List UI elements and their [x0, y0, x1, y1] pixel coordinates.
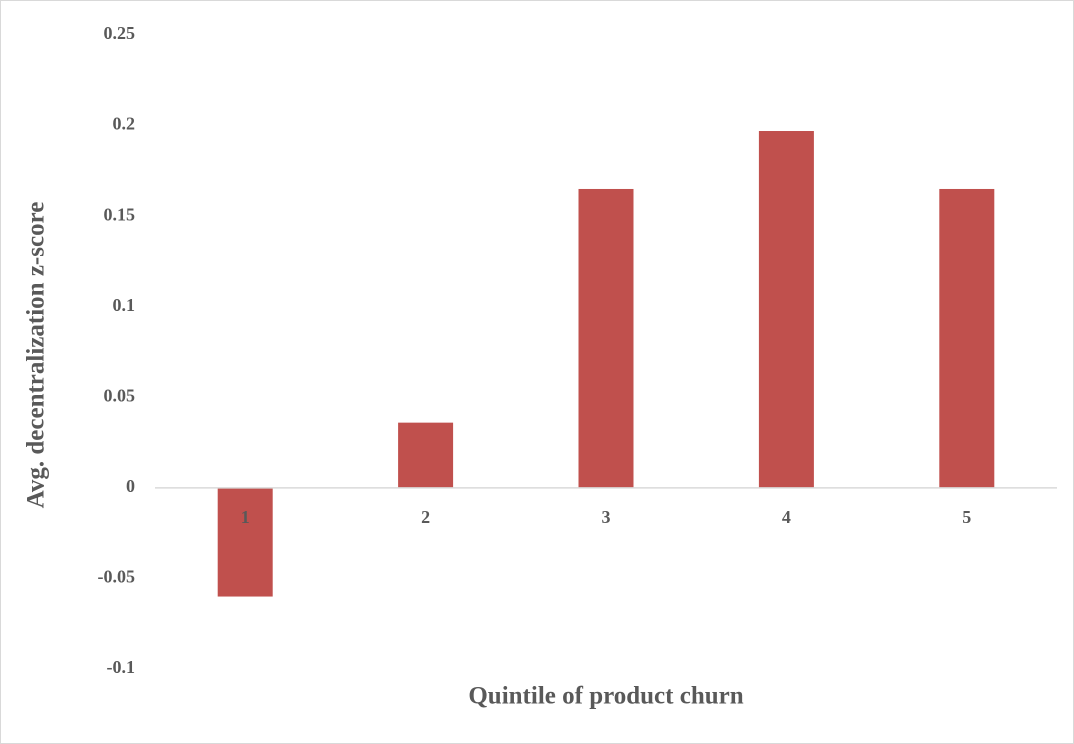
x-tick-label: 4	[782, 507, 791, 527]
x-tick-label: 1	[241, 507, 250, 527]
y-tick-label: 0.2	[113, 114, 136, 134]
y-tick-label: -0.1	[107, 657, 136, 677]
y-tick-label: 0	[126, 476, 135, 496]
y-tick-label: -0.05	[98, 567, 136, 587]
y-tick-label: 0.25	[104, 23, 136, 43]
bar	[758, 131, 814, 488]
bar	[578, 188, 634, 488]
x-tick-label: 5	[962, 507, 971, 527]
x-tick-label: 2	[421, 507, 430, 527]
x-axis-title: Quintile of product churn	[468, 683, 743, 710]
y-tick-label: 0.05	[104, 385, 136, 405]
y-tick-label: 0.15	[104, 204, 136, 224]
bar	[217, 487, 273, 597]
x-tick-label: 3	[602, 507, 611, 527]
y-tick-label: 0.1	[113, 295, 136, 315]
bar	[398, 422, 454, 488]
bar	[939, 188, 995, 488]
y-axis-title: Avg. decentralization z-score	[23, 202, 50, 509]
